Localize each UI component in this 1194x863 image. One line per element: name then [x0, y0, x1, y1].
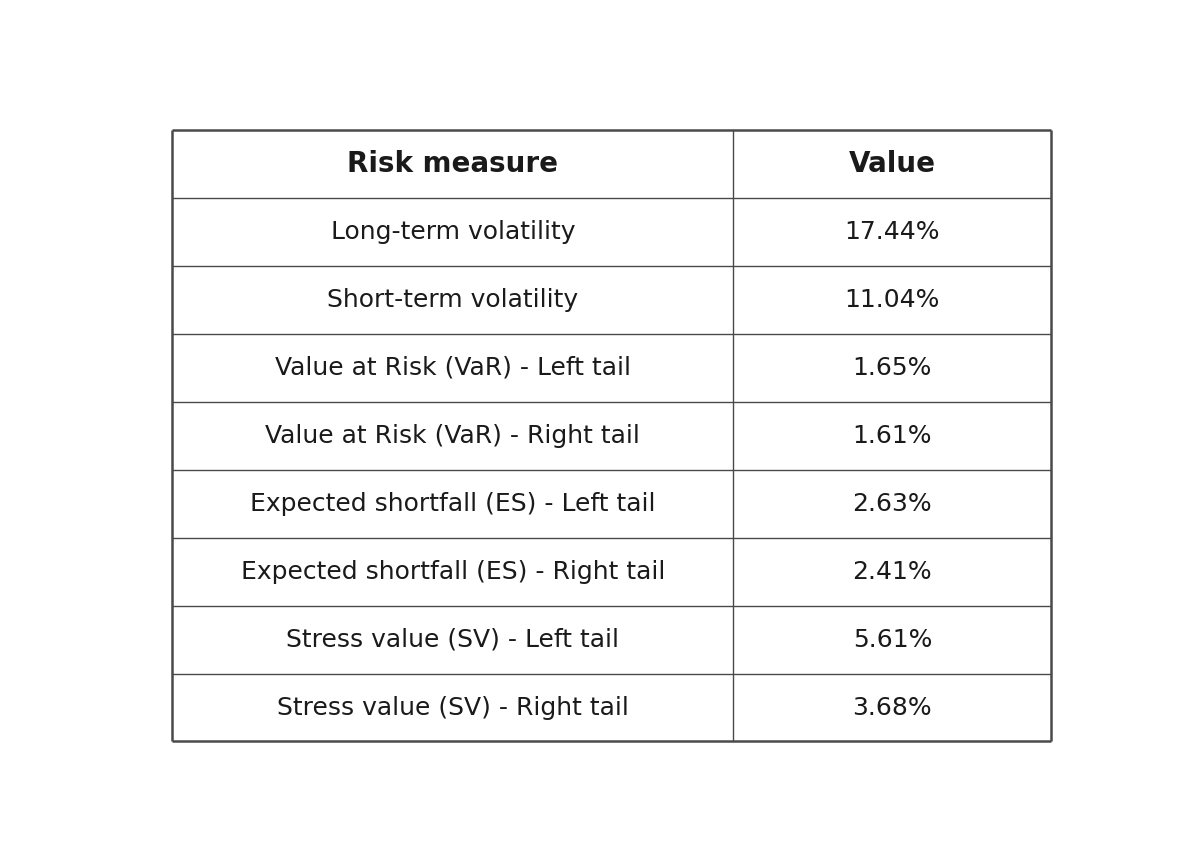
Text: Stress value (SV) - Left tail: Stress value (SV) - Left tail: [287, 627, 620, 652]
Text: 3.68%: 3.68%: [853, 696, 933, 720]
Text: 5.61%: 5.61%: [853, 627, 933, 652]
Text: Value at Risk (VaR) - Right tail: Value at Risk (VaR) - Right tail: [265, 424, 640, 448]
Text: Long-term volatility: Long-term volatility: [331, 220, 576, 244]
Text: 1.65%: 1.65%: [853, 356, 933, 380]
Text: 2.63%: 2.63%: [853, 492, 933, 516]
Text: 2.41%: 2.41%: [853, 560, 933, 583]
Text: 1.61%: 1.61%: [853, 424, 933, 448]
Text: Value: Value: [849, 150, 936, 178]
Text: Expected shortfall (ES) - Left tail: Expected shortfall (ES) - Left tail: [250, 492, 656, 516]
Text: 11.04%: 11.04%: [844, 288, 940, 312]
Text: Risk measure: Risk measure: [347, 150, 559, 178]
Text: Short-term volatility: Short-term volatility: [327, 288, 578, 312]
Text: Stress value (SV) - Right tail: Stress value (SV) - Right tail: [277, 696, 629, 720]
Text: Expected shortfall (ES) - Right tail: Expected shortfall (ES) - Right tail: [241, 560, 665, 583]
Text: 17.44%: 17.44%: [844, 220, 940, 244]
Text: Value at Risk (VaR) - Left tail: Value at Risk (VaR) - Left tail: [275, 356, 630, 380]
